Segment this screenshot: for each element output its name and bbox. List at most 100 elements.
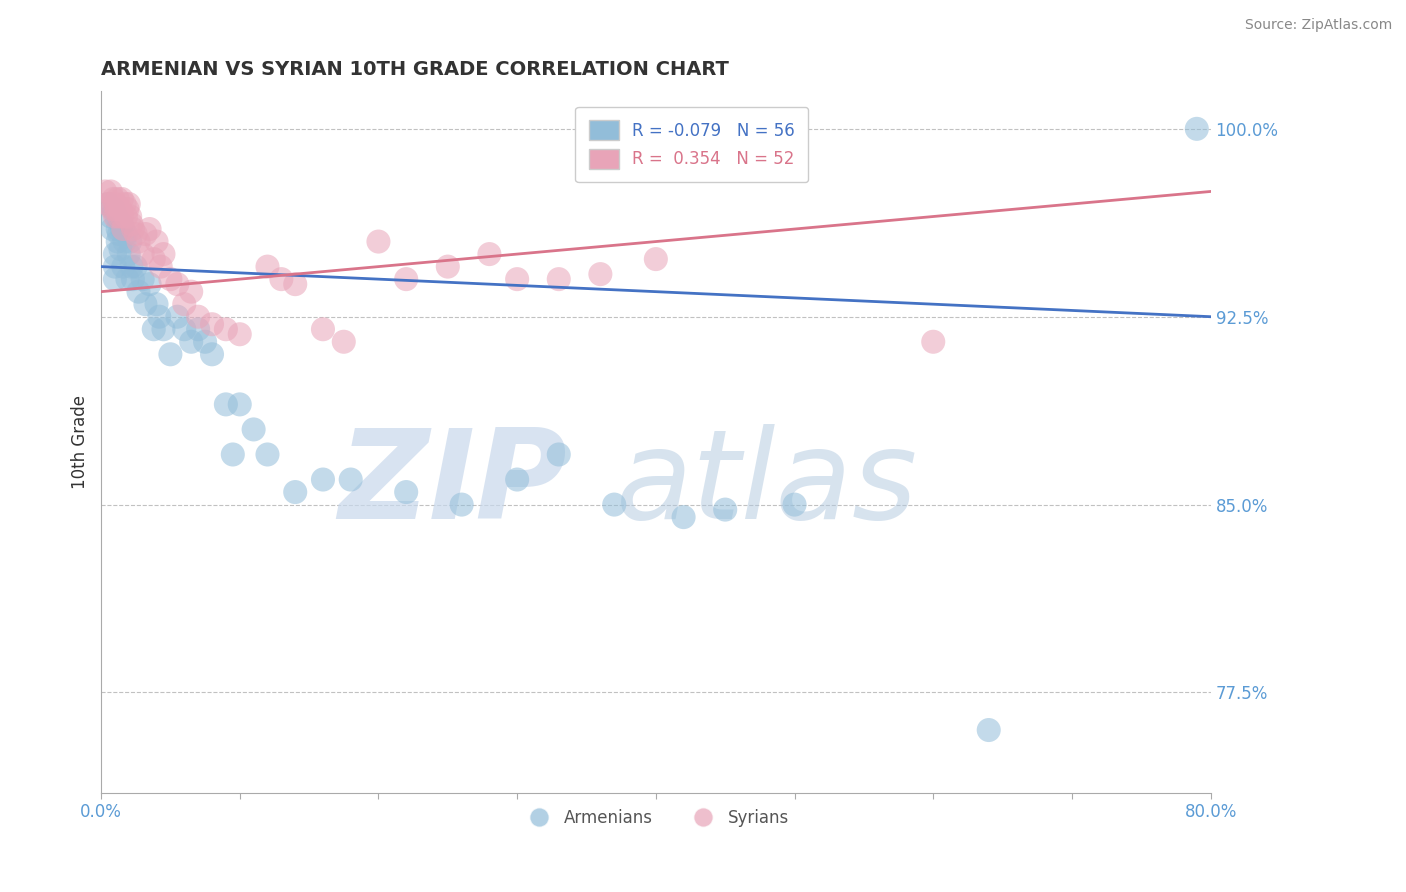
Point [103, 202, 125, 216]
Point [115, 227, 138, 241]
Point [229, 397, 252, 411]
Point [339, 473, 361, 487]
Point [111, 222, 134, 236]
Point [112, 260, 135, 274]
Point [111, 210, 134, 224]
Point [242, 422, 264, 436]
Point [367, 235, 389, 249]
Point [97, 197, 120, 211]
Point [148, 310, 170, 324]
Point [333, 334, 356, 349]
Point [108, 210, 131, 224]
Point [194, 334, 217, 349]
Point [173, 297, 195, 311]
Point [110, 242, 132, 256]
Point [110, 202, 132, 216]
Point [114, 235, 136, 249]
Point [215, 397, 238, 411]
Point [100, 210, 122, 224]
Text: ARMENIAN VS SYRIAN 10TH GRADE CORRELATION CHART: ARMENIAN VS SYRIAN 10TH GRADE CORRELATIO… [101, 60, 728, 78]
Point [450, 498, 472, 512]
Point [122, 272, 145, 286]
Point [104, 197, 127, 211]
Point [222, 448, 245, 462]
Point [105, 202, 128, 216]
Point [94, 185, 117, 199]
Point [115, 210, 138, 224]
Point [142, 252, 165, 266]
Point [187, 310, 209, 324]
Point [180, 334, 202, 349]
Point [256, 260, 278, 274]
Point [145, 297, 167, 311]
Point [152, 322, 174, 336]
Point [159, 347, 181, 361]
Point [111, 217, 134, 231]
Point [107, 235, 129, 249]
Point [138, 277, 160, 292]
Point [201, 347, 224, 361]
Point [121, 260, 143, 274]
Point [270, 272, 292, 286]
Point [120, 235, 142, 249]
Point [125, 227, 148, 241]
Point [107, 222, 129, 236]
Point [108, 227, 131, 241]
Point [187, 322, 209, 336]
Point [201, 317, 224, 331]
Point [104, 247, 127, 261]
Point [547, 448, 569, 462]
Point [284, 277, 307, 292]
Point [134, 297, 156, 311]
Point [131, 272, 153, 286]
Text: ZIP: ZIP [339, 424, 567, 544]
Point [166, 277, 188, 292]
Point [173, 322, 195, 336]
Point [138, 222, 160, 236]
Point [603, 498, 626, 512]
Point [506, 473, 529, 487]
Point [159, 272, 181, 286]
Point [121, 217, 143, 231]
Point [101, 202, 124, 216]
Point [436, 260, 458, 274]
Point [114, 197, 136, 211]
Point [122, 222, 145, 236]
Point [644, 252, 666, 266]
Point [128, 235, 150, 249]
Point [395, 272, 418, 286]
Point [547, 272, 569, 286]
Point [117, 272, 139, 286]
Point [104, 260, 127, 274]
Legend: Armenians, Syrians: Armenians, Syrians [516, 802, 796, 833]
Point [714, 502, 737, 516]
Point [107, 192, 129, 206]
Point [128, 285, 150, 299]
Point [312, 322, 335, 336]
Point [783, 498, 806, 512]
Point [101, 222, 124, 236]
Point [131, 247, 153, 261]
Point [215, 322, 238, 336]
Point [977, 723, 1000, 737]
Text: Source: ZipAtlas.com: Source: ZipAtlas.com [1244, 18, 1392, 32]
Point [478, 247, 501, 261]
Point [166, 310, 188, 324]
Point [100, 185, 122, 199]
Point [145, 235, 167, 249]
Point [103, 192, 125, 206]
Point [105, 210, 128, 224]
Point [125, 260, 148, 274]
Point [395, 485, 418, 500]
Point [149, 260, 172, 274]
Point [142, 322, 165, 336]
Point [112, 222, 135, 236]
Point [97, 197, 120, 211]
Text: atlas: atlas [616, 424, 918, 544]
Point [589, 267, 612, 281]
Point [134, 227, 156, 241]
Point [284, 485, 307, 500]
Point [104, 272, 127, 286]
Point [111, 192, 134, 206]
Point [104, 210, 127, 224]
